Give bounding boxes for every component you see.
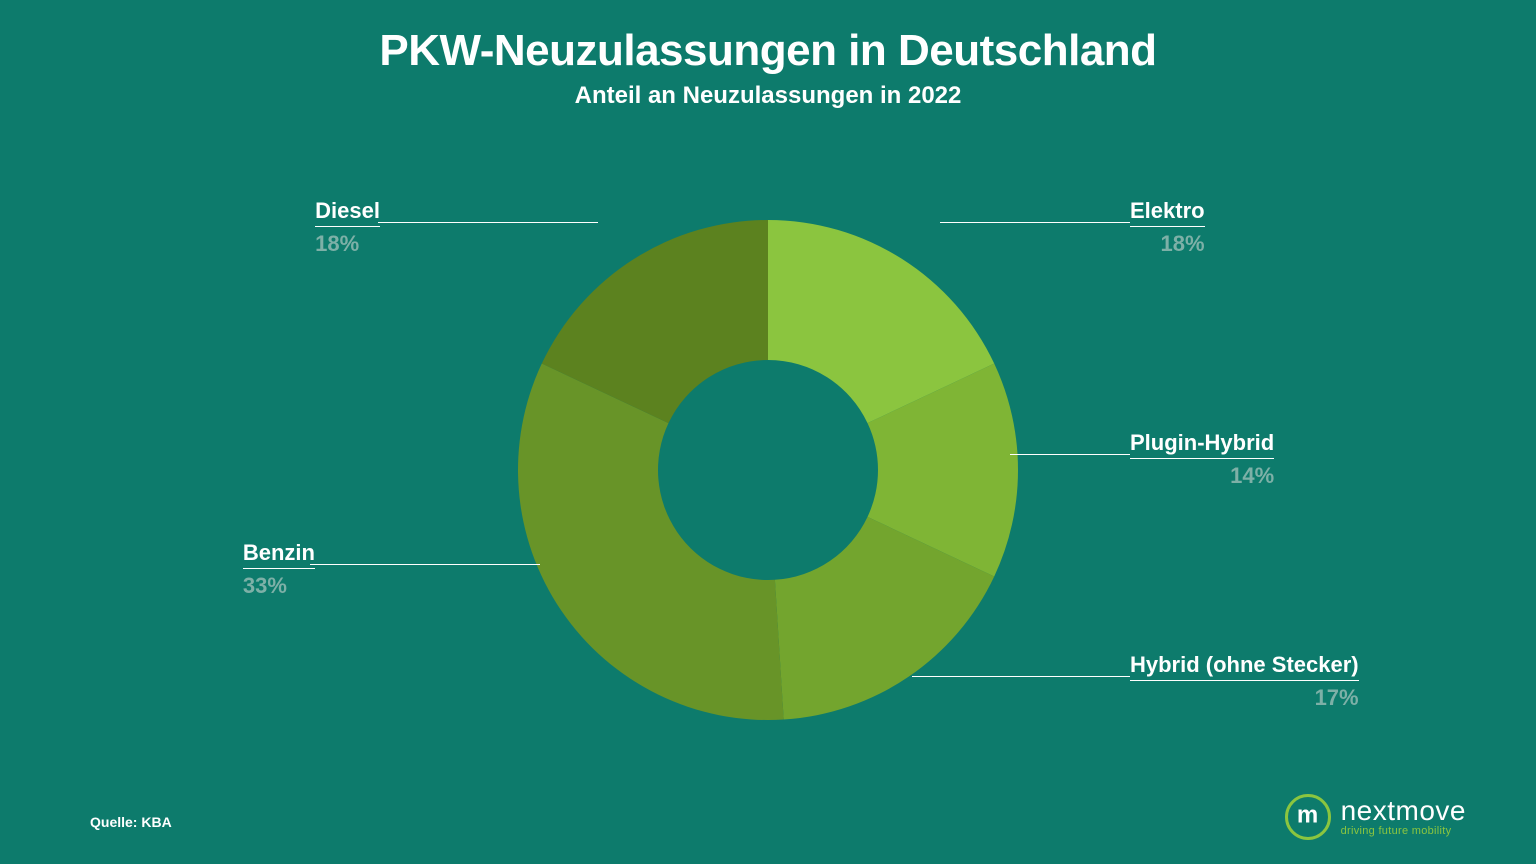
segment-label: Hybrid (ohne Stecker) 17% <box>1130 652 1359 711</box>
segment-label-name: Benzin <box>243 540 315 569</box>
segment-label-name: Diesel <box>315 198 380 227</box>
segment-label-percent: 17% <box>1130 685 1359 711</box>
source-attribution: Quelle: KBA <box>90 814 172 830</box>
leader-line <box>940 222 1130 223</box>
donut-chart <box>0 0 1536 864</box>
segment-label-percent: 33% <box>243 573 315 599</box>
leader-line <box>310 564 540 565</box>
segment-label-percent: 14% <box>1130 463 1274 489</box>
segment-label: Benzin 33% <box>243 540 315 599</box>
segment-label: Elektro 18% <box>1130 198 1205 257</box>
segment-label-name: Elektro <box>1130 198 1205 227</box>
leader-line <box>912 676 1130 677</box>
leader-line <box>378 222 598 223</box>
segment-label: Plugin-Hybrid 14% <box>1130 430 1274 489</box>
logo-brand-text: nextmove <box>1341 797 1466 825</box>
logo-tagline: driving future mobility <box>1341 825 1466 837</box>
segment-label-name: Plugin-Hybrid <box>1130 430 1274 459</box>
donut-segment <box>518 364 784 720</box>
brand-logo: nextmove driving future mobility <box>1285 794 1466 840</box>
segment-label-percent: 18% <box>1130 231 1205 257</box>
segment-label-name: Hybrid (ohne Stecker) <box>1130 652 1359 681</box>
segment-label: Diesel 18% <box>315 198 380 257</box>
segment-label-percent: 18% <box>315 231 380 257</box>
logo-icon <box>1285 794 1331 840</box>
leader-line <box>1010 454 1130 455</box>
